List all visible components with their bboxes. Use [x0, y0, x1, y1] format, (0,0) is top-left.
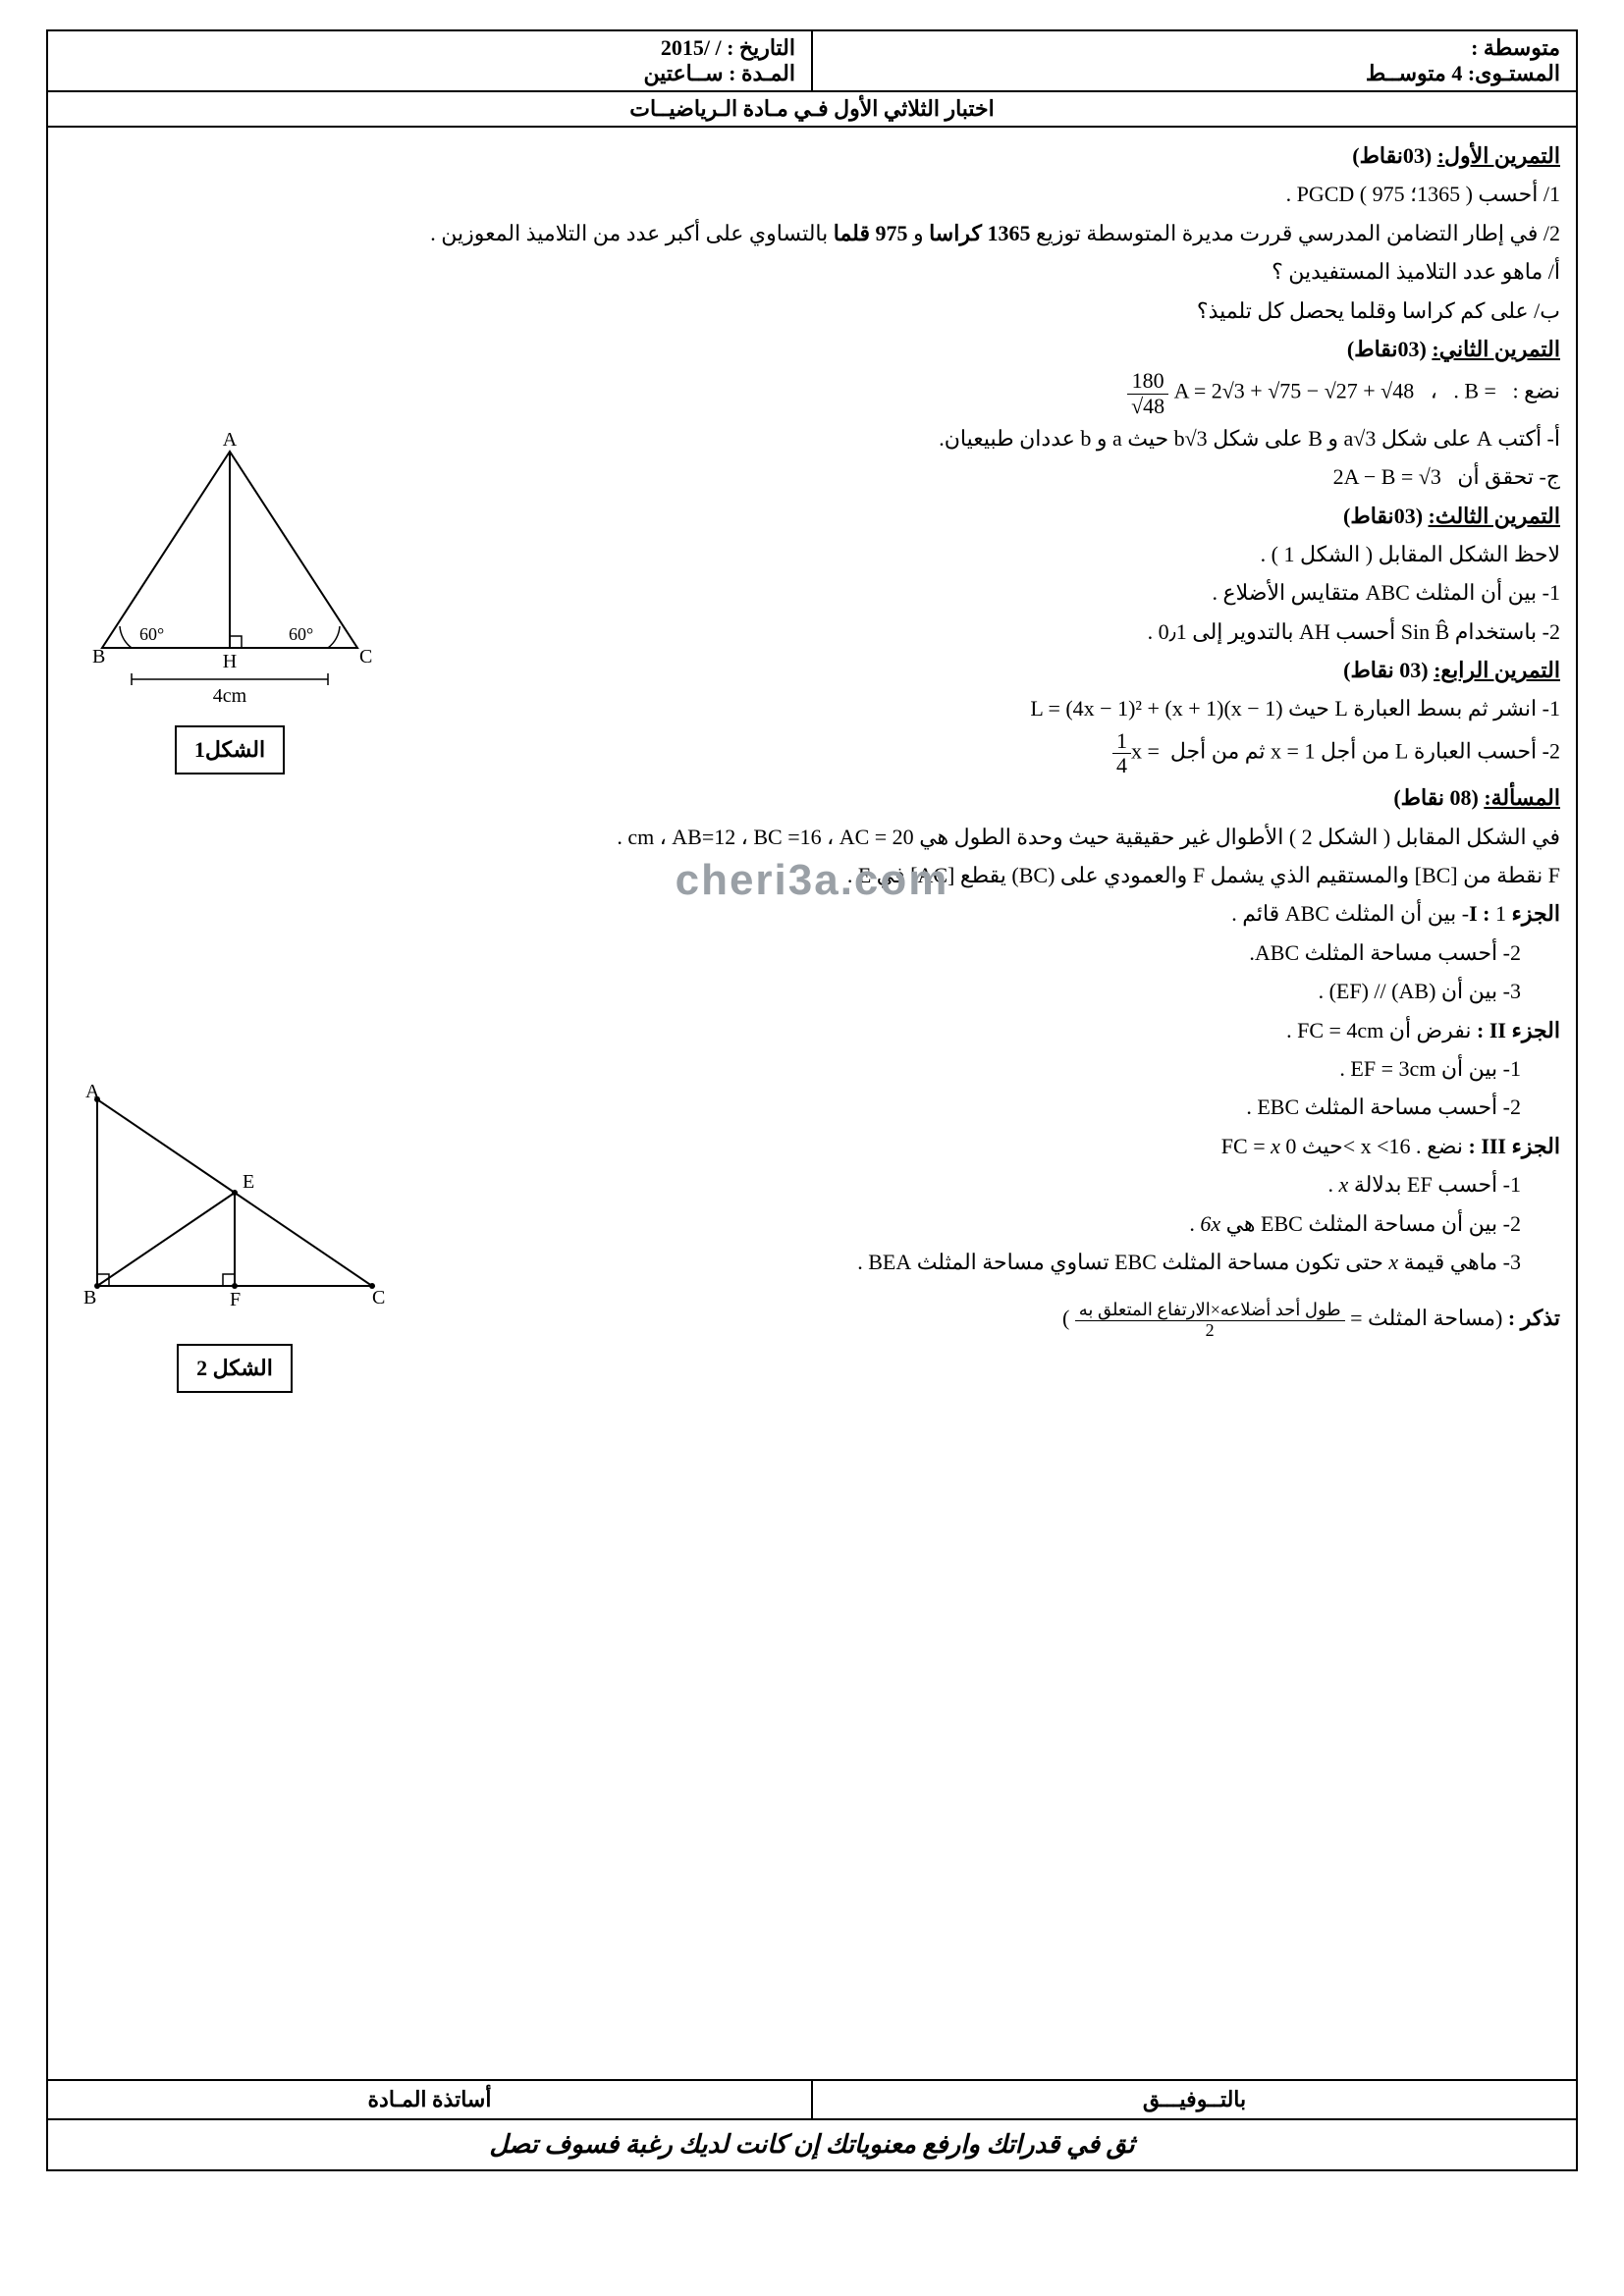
ex1-q1: 1/ أحسب ( 1365؛ 975 ) PGCD . — [64, 176, 1560, 212]
ex2-B-fraction: 180 √48 — [1127, 369, 1168, 417]
ex4-l2-den: 4 — [1112, 754, 1131, 777]
header-right: متوسطة : المستـوى: 4 متوســط — [813, 31, 1576, 90]
triangle-efc-icon: A B C E F — [78, 1080, 392, 1325]
note-text: (مساحة المثلث = — [1345, 1306, 1503, 1330]
prob-p3-2-expr: 6x — [1200, 1211, 1220, 1236]
footer-right: بالتــوفيـــق — [813, 2081, 1576, 2118]
motivational-quote: ثق في قدراتك وارفع معنوياتك إن كانت لديك… — [48, 2118, 1576, 2169]
prob-p3-1-post: . — [1328, 1172, 1339, 1197]
ex4-l2-frac: 1 4 — [1112, 729, 1131, 777]
note-num: طول أحد أضلاعه×الارتفاع المتعلق به — [1075, 1301, 1345, 1321]
ex2-B-den: √48 — [1127, 395, 1168, 418]
prob-p3-3-x: x — [1388, 1250, 1398, 1274]
ex4-l1-pre: 1- انشر ثم بسط العبارة L حيث — [1283, 696, 1560, 721]
ex1-qa: أ/ ماهو عدد التلاميذ المستفيدين ؟ — [64, 253, 1560, 290]
prob-p3-1-pre: 1- أحسب EF بدلالة — [1348, 1172, 1521, 1197]
fig1-angle-b: 60° — [139, 624, 164, 644]
fig2-C: C — [372, 1287, 385, 1308]
prob-p3-2-post: . — [1189, 1211, 1200, 1236]
ex2-B-num: 180 — [1127, 369, 1168, 394]
fig1-B: B — [92, 646, 105, 667]
ex2-heading: التمرين الثاني: — [1432, 337, 1560, 361]
fig2-E: E — [243, 1171, 254, 1193]
prob-p1-3: 3- بين أن (AB) // (EF) . — [64, 973, 1560, 1009]
ex1-q2-p: 975 قلما — [828, 221, 907, 245]
ex4-l2-pre: 2- أحسب العبارة L من أجل x = 1 ثم من أجل — [1164, 739, 1560, 764]
prob-p3-x: x — [1271, 1134, 1280, 1158]
ex1-q2-and: و — [913, 221, 924, 245]
fig1-A: A — [223, 432, 238, 451]
ex1-points: (03نقاط) — [1352, 143, 1432, 168]
ex1-q2a: 2/ في إطار التضامن المدرسي قررت مديرة ال… — [1036, 221, 1560, 245]
fig1-angle-c: 60° — [289, 624, 313, 644]
prob-heading: المسألة: — [1484, 785, 1560, 810]
triangle-abc-icon: A B C H 60° 60° 4cm — [82, 432, 377, 707]
prob-p2-t: الجزء II : — [1477, 1018, 1560, 1042]
ex1-qb: ب/ على كم كراسا وقلما يحصل كل تلميذ؟ — [64, 293, 1560, 329]
prob-p1-2: 2- أحسب مساحة المثلث ABC. — [64, 934, 1560, 971]
note-den: 2 — [1075, 1321, 1345, 1341]
prob-p3-cond: حيث 0< x <16 . — [1285, 1134, 1421, 1158]
ex4-l2-eq: x = — [1131, 739, 1164, 764]
figure-2: A B C E F الشكل 2 — [68, 1080, 402, 1393]
ex1-heading: التمرين الأول: — [1437, 143, 1560, 168]
prob-p3-2-pre: 2- بين أن مساحة المثلث EBC هي — [1220, 1211, 1521, 1236]
date-label: التاريخ : / /2015 — [661, 35, 795, 60]
fig2-B: B — [83, 1287, 96, 1308]
prob-p1-1: 1- بين أن المثلث ABC قائم . — [1231, 901, 1506, 926]
fig2-caption: الشكل 2 — [177, 1344, 293, 1392]
footer-left: أساتذة المـادة — [48, 2081, 813, 2118]
prob-points: (08 نقاط) — [1393, 785, 1478, 810]
ex4-heading: التمرين الرابع: — [1434, 658, 1560, 682]
header-left: التاريخ : / /2015 المـدة : ســاعتين — [48, 31, 813, 90]
header: متوسطة : المستـوى: 4 متوســط التاريخ : /… — [48, 31, 1576, 92]
watermark: cheri3a.com — [676, 844, 949, 918]
level-label: المستـوى: 4 متوســط — [1366, 61, 1560, 85]
ex4-l1-expr: L = (4x − 1)² + (x + 1)(x − 1) — [1030, 696, 1282, 721]
ex4-l2-num: 1 — [1112, 729, 1131, 754]
prob-p3-3-post: حتى تكون مساحة المثلث EBC تساوي مساحة ال… — [857, 1250, 1388, 1274]
fig2-A: A — [85, 1081, 100, 1102]
fig2-F: F — [230, 1289, 241, 1310]
note-fraction: طول أحد أضلاعه×الارتفاع المتعلق به 2 — [1075, 1301, 1345, 1341]
prob-p3-3-pre: 3- ماهي قيمة — [1398, 1250, 1521, 1274]
duration-label: المـدة : ســاعتين — [643, 61, 795, 85]
exam-page: متوسطة : المستـوى: 4 متوســط التاريخ : /… — [46, 29, 1578, 2171]
ex2-Blabel: . B = — [1453, 379, 1496, 403]
figure-1: A B C H 60° 60° 4cm الشكل1 — [68, 432, 392, 774]
ex2-qc-text: ج- تحقق أن — [1446, 464, 1560, 489]
ex3-points: (03نقاط) — [1343, 504, 1423, 528]
ex2-put: نضع : — [1512, 379, 1560, 403]
exam-body: cheri3a.com التمرين الأول: (03نقاط) 1/ أ… — [48, 128, 1576, 2079]
note-label: تذكر : — [1508, 1306, 1560, 1330]
ex1-q2-k: 1365 كراسا — [924, 221, 1031, 245]
fig1-base: 4cm — [213, 685, 247, 707]
footer: بالتــوفيـــق أساتذة المـادة — [48, 2079, 1576, 2118]
fig1-H: H — [223, 651, 237, 672]
prob-p3-t: الجزء III : — [1468, 1134, 1560, 1158]
ex3-heading: التمرين الثالث: — [1429, 504, 1560, 528]
ex1-q2b: بالتساوي على أكبر عدد من التلاميذ المعوز… — [430, 221, 828, 245]
fig1-caption: الشكل1 — [175, 725, 285, 774]
exam-title: اختبار الثلاثي الأول فـي مـادة الـرياضيـ… — [48, 92, 1576, 128]
ex4-points: (03 نقاط) — [1343, 658, 1428, 682]
prob-p3-1-x: x — [1339, 1172, 1349, 1197]
school-label: متوسطة : — [1471, 35, 1560, 60]
fig1-C: C — [359, 646, 372, 667]
ex2-qc-math: 2A − B = √3 — [1333, 464, 1441, 489]
prob-p1-t: الجزء I : — [1469, 901, 1560, 926]
ex2-A: A = 2√3 + √75 − √27 + √48 — [1174, 379, 1415, 403]
note-close: ) — [1062, 1306, 1069, 1330]
ex2-points: (03نقاط) — [1347, 337, 1427, 361]
prob-p2-intro: نفرض أن FC = 4cm . — [1286, 1018, 1471, 1042]
